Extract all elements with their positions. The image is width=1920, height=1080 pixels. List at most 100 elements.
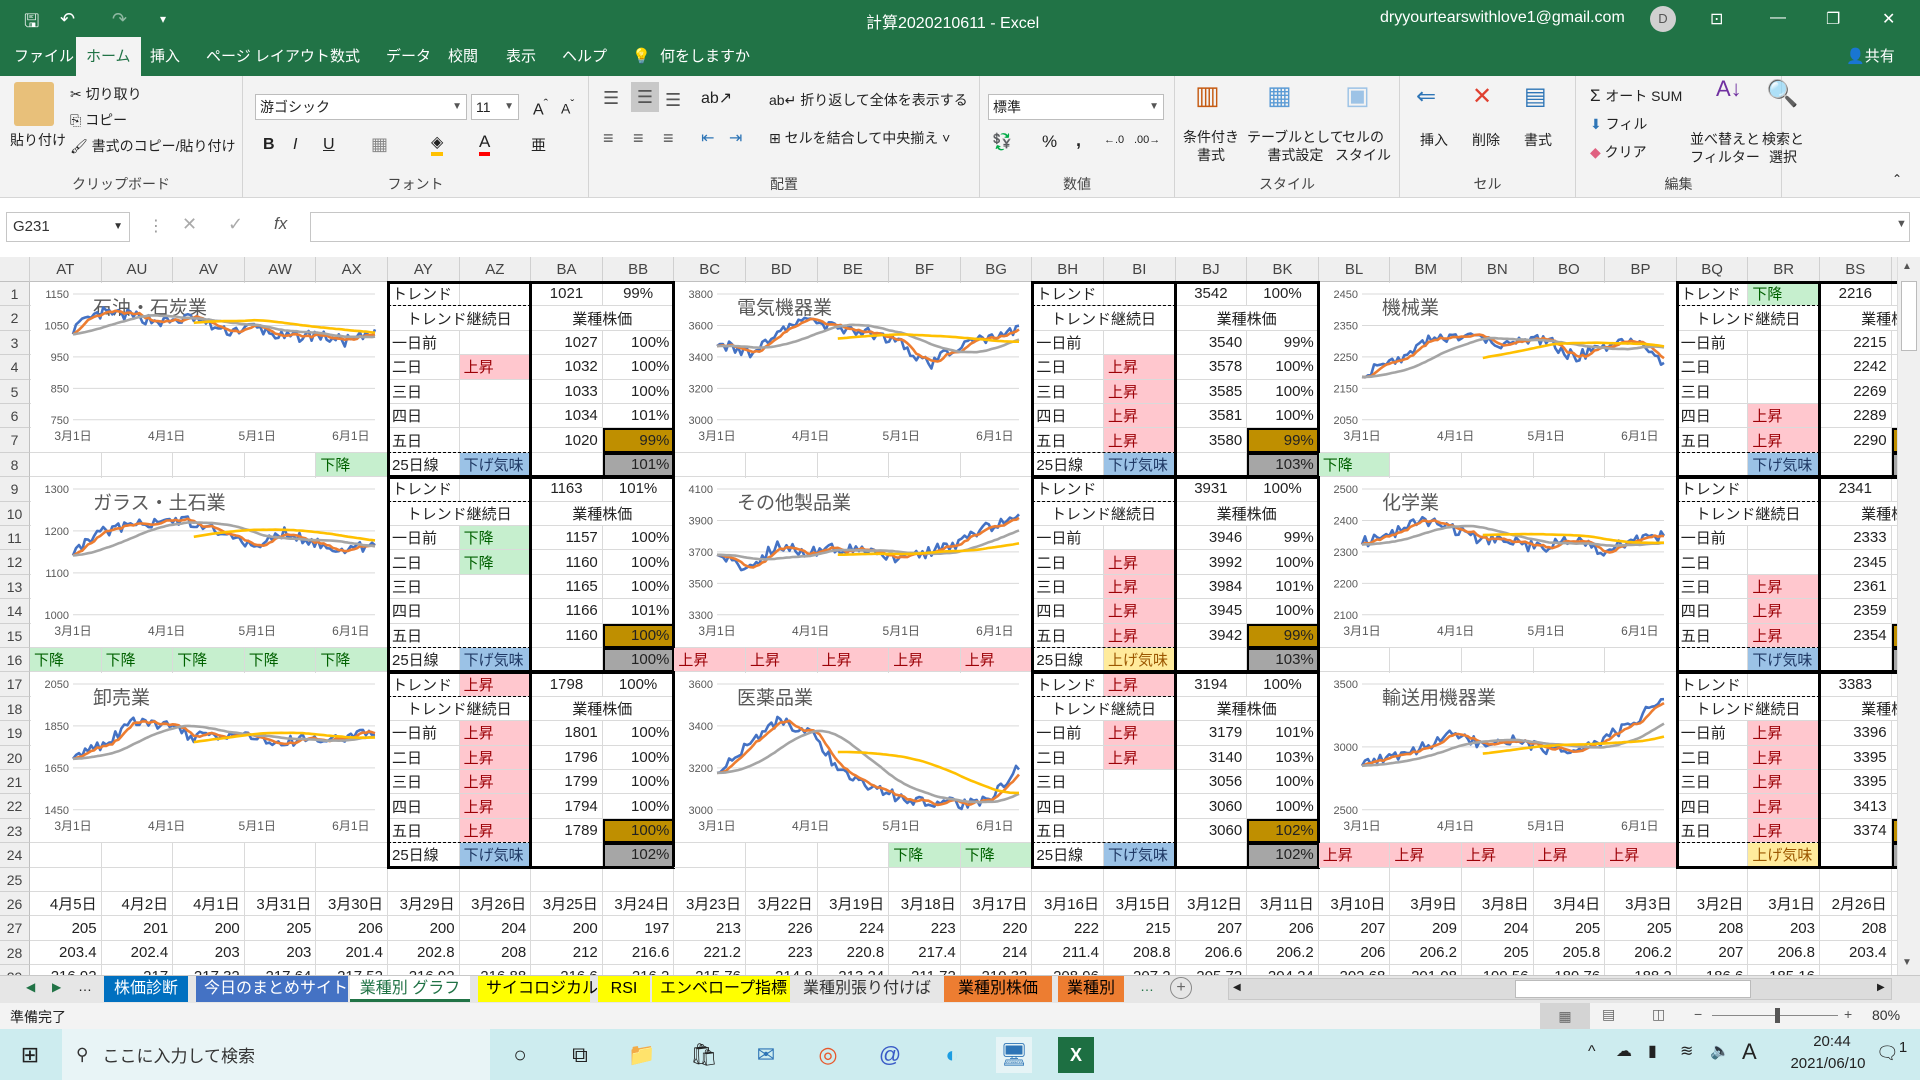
data-cell[interactable]: 214 xyxy=(960,940,1033,966)
data-cell[interactable]: 205 xyxy=(1605,916,1677,941)
day-label[interactable]: 五日 xyxy=(1032,818,1104,844)
data-cell[interactable] xyxy=(1820,965,1892,975)
data-cell[interactable]: 206.2 xyxy=(1605,940,1677,966)
trend-strip-cell[interactable] xyxy=(1605,452,1677,478)
day-pct[interactable] xyxy=(1891,794,1897,819)
day-label[interactable]: 一日前 xyxy=(1032,721,1104,746)
day-pct[interactable]: 100% xyxy=(1247,770,1319,795)
file-explorer-icon[interactable]: 📁 xyxy=(628,1042,656,1067)
tab-page-layout[interactable]: ページ レイアウト xyxy=(206,48,330,65)
day-signal[interactable]: 上昇 xyxy=(1104,355,1176,380)
trend-continue-header[interactable]: トレンド継続日 xyxy=(388,306,532,331)
tab-insert[interactable]: 挿入 xyxy=(150,48,181,65)
data-cell[interactable]: 210.32 xyxy=(960,965,1033,975)
data-cell[interactable]: 3月16日 xyxy=(1032,892,1104,917)
day-pct[interactable] xyxy=(1891,526,1897,551)
data-cell[interactable]: 206.8 xyxy=(1748,940,1820,966)
day-signal[interactable]: 上昇 xyxy=(1748,428,1820,453)
day-signal[interactable] xyxy=(1104,770,1176,795)
battery-icon[interactable]: ▮ xyxy=(1648,1043,1657,1060)
sheet-tab[interactable]: 業種別 xyxy=(1058,976,1124,1002)
day-pct[interactable]: 99% xyxy=(1247,623,1319,648)
day-price[interactable]: 1160 xyxy=(531,623,603,648)
day-signal[interactable]: 上昇 xyxy=(1104,623,1176,648)
prev-sheet-icon[interactable]: ◀ xyxy=(26,980,36,994)
data-cell[interactable]: 205 xyxy=(244,916,317,941)
day-price[interactable]: 1165 xyxy=(531,574,603,600)
data-cell[interactable]: 206 xyxy=(316,916,388,941)
data-cell[interactable]: 204 xyxy=(459,916,532,941)
row-header-14[interactable]: 14 xyxy=(0,599,30,624)
column-header-bm[interactable]: BM xyxy=(1390,257,1462,282)
day-signal[interactable] xyxy=(459,428,532,453)
data-cell[interactable]: 4月2日 xyxy=(101,892,174,917)
day-signal[interactable] xyxy=(1748,330,1820,356)
column-header-br[interactable]: BR xyxy=(1748,257,1820,282)
cell[interactable] xyxy=(1175,867,1248,892)
data-cell[interactable]: 208.8 xyxy=(1104,940,1176,966)
day-pct[interactable]: 99% xyxy=(1247,526,1319,551)
day-price[interactable]: 1034 xyxy=(531,404,603,429)
save-icon[interactable]: 🖫 xyxy=(24,11,40,31)
cell[interactable] xyxy=(1820,867,1892,892)
bold-button[interactable]: B xyxy=(263,136,275,153)
trend-strip-cell[interactable]: 上昇 xyxy=(1462,843,1534,868)
data-cell[interactable]: 201 xyxy=(101,916,174,941)
data-cell[interactable]: 223 xyxy=(889,916,961,941)
day-pct[interactable]: 100% xyxy=(602,379,675,404)
row-header-4[interactable]: 4 xyxy=(0,355,30,380)
trend-label[interactable]: トレンド xyxy=(1032,282,1104,307)
cell-styles-icon[interactable]: ▣ xyxy=(1345,80,1370,110)
day-signal[interactable]: 上昇 xyxy=(1748,599,1820,624)
ma25-label[interactable] xyxy=(1676,843,1749,868)
day-price[interactable]: 1033 xyxy=(531,379,603,404)
sector-price-header[interactable]: 業種株価 xyxy=(1175,306,1319,331)
current-pct[interactable]: 100% xyxy=(1247,672,1319,697)
day-price[interactable]: 2333 xyxy=(1820,526,1892,551)
account-email[interactable]: dryyourtearswithlove1@gmail.com xyxy=(1380,9,1625,26)
day-price[interactable]: 2242 xyxy=(1820,355,1892,380)
day-pct[interactable] xyxy=(1891,550,1897,575)
trend-strip-cell[interactable]: 下降 xyxy=(30,648,102,673)
data-cell[interactable]: 3月22日 xyxy=(746,892,818,917)
mail-icon[interactable]: ✉ xyxy=(756,1042,776,1067)
day-label[interactable]: 四日 xyxy=(1676,794,1749,819)
row-header-29[interactable]: 29 xyxy=(0,965,30,975)
data-cell[interactable]: 205 xyxy=(1533,916,1606,941)
cancel-icon[interactable]: ✕ xyxy=(182,214,198,234)
current-price[interactable]: 3931 xyxy=(1175,477,1248,502)
data-cell[interactable]: 3月9日 xyxy=(1390,892,1462,917)
chevron-down-icon[interactable]: ▼ xyxy=(1149,101,1159,112)
format-cells-icon[interactable]: ▤ xyxy=(1524,83,1547,110)
cell[interactable] xyxy=(1605,867,1677,892)
data-cell[interactable]: 207 xyxy=(1676,940,1749,966)
trend-signal[interactable] xyxy=(1748,672,1820,697)
cell[interactable] xyxy=(1247,867,1319,892)
trend-strip-cell[interactable] xyxy=(1390,648,1462,673)
data-cell[interactable]: 207 xyxy=(1175,916,1248,941)
day-signal[interactable] xyxy=(1748,379,1820,404)
insert-cells-icon[interactable]: ⇐ xyxy=(1416,83,1437,110)
day-signal[interactable]: 上昇 xyxy=(1104,599,1176,624)
fill-color-icon[interactable]: ◈ xyxy=(431,132,444,156)
data-cell[interactable]: 3月1日 xyxy=(1748,892,1820,917)
day-label[interactable]: 二日 xyxy=(1032,355,1104,380)
data-cell[interactable]: 3月2日 xyxy=(1676,892,1749,917)
column-header-aw[interactable]: AW xyxy=(244,257,317,282)
day-price[interactable]: 3946 xyxy=(1175,526,1248,551)
ma25-label[interactable]: 25日線 xyxy=(1032,452,1104,478)
data-cell[interactable]: 3月29日 xyxy=(388,892,460,917)
trend-strip-cell[interactable] xyxy=(244,843,317,868)
decrease-decimal-icon[interactable]: .00→ xyxy=(1134,134,1161,146)
trend-strip-cell[interactable]: 下降 xyxy=(316,648,388,673)
sheet-tab[interactable]: 業種別張り付けば xyxy=(792,976,942,1002)
data-cell[interactable]: 206 xyxy=(1247,916,1319,941)
ma25-signal[interactable]: 上げ気味 xyxy=(1748,843,1820,868)
day-price[interactable]: 1032 xyxy=(531,355,603,380)
ribbon-display-icon[interactable]: ⊡ xyxy=(1710,11,1724,28)
ma25-signal[interactable]: 下げ気味 xyxy=(1748,648,1820,673)
day-label[interactable]: 三日 xyxy=(388,379,460,404)
column-header-bq[interactable]: BQ xyxy=(1676,257,1749,282)
day-label[interactable]: 一日前 xyxy=(1676,721,1749,746)
row-header-25[interactable]: 25 xyxy=(0,867,30,892)
